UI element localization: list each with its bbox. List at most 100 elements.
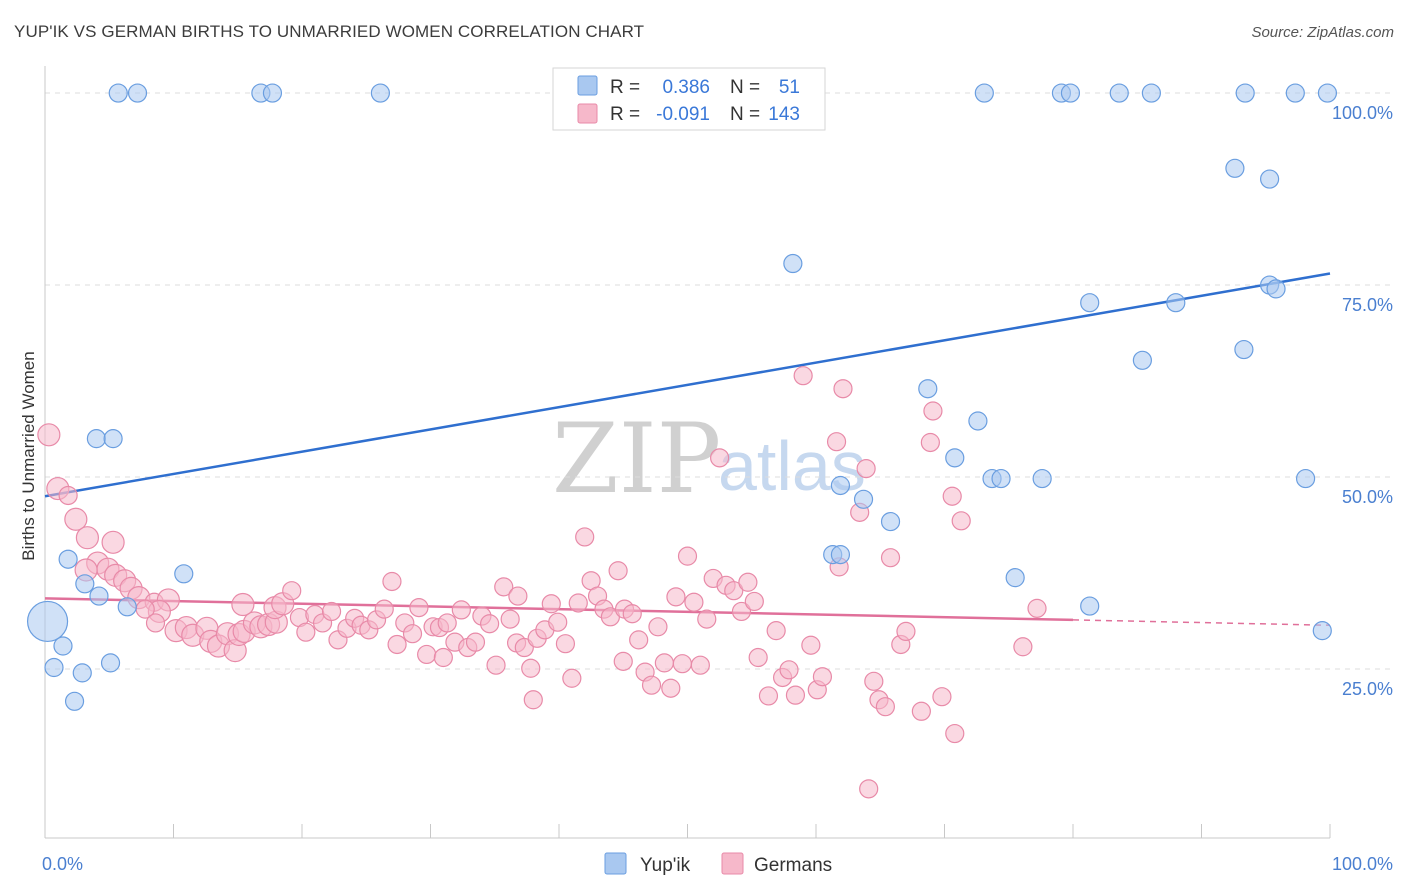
yupik-point (370, 83, 390, 103)
germans-point (766, 621, 786, 641)
legend-n-value-yupik: 51 (779, 77, 800, 98)
germans-point (231, 592, 255, 617)
germans-point (731, 601, 752, 622)
germans-point (629, 630, 649, 650)
data-points (26, 83, 1338, 799)
germans-point (37, 423, 61, 447)
germans-point (521, 658, 541, 678)
yupik-point (830, 475, 851, 496)
germans-point (437, 613, 457, 633)
germans-point (812, 667, 833, 687)
yupik-point (262, 83, 283, 103)
yupik-point (968, 411, 988, 431)
germans-point (409, 597, 429, 618)
yupik-point (830, 545, 851, 565)
germans-trend-line-extension (1072, 619, 1331, 627)
legend-box (552, 67, 826, 131)
germans-point (738, 572, 758, 592)
germans-point (75, 526, 100, 550)
legend-swatch-yupik (577, 75, 598, 96)
x-tick-label: 0.0% (42, 854, 83, 874)
chart-title: YUP'IK VS GERMAN BIRTHS TO UNMARRIED WOM… (14, 22, 645, 41)
germans-point (672, 654, 692, 674)
yupik-point (1132, 350, 1152, 370)
yupik-point (1295, 468, 1316, 489)
germans-point (500, 609, 520, 629)
germans-point (785, 685, 806, 705)
germans-point (677, 546, 698, 566)
germans-point (945, 723, 965, 744)
germans-point (724, 581, 744, 601)
germans-point (654, 653, 674, 673)
yupik-point (86, 429, 107, 449)
yupik-point (1080, 293, 1100, 313)
yupik-point (853, 489, 874, 509)
germans-point (562, 668, 582, 688)
germans-point (568, 593, 588, 613)
germans-point (911, 701, 931, 721)
germans-point (690, 655, 710, 675)
germans-point (465, 632, 486, 652)
germans-point (387, 634, 407, 655)
germans-point (833, 379, 853, 399)
germans-point (548, 612, 568, 632)
germans-point (697, 609, 717, 629)
germans-point (494, 577, 514, 597)
yupik-point (1234, 339, 1254, 360)
germans-point (417, 644, 437, 665)
y-tick-label: 100.0% (1332, 103, 1393, 123)
germans-point (826, 432, 847, 452)
watermark: ZIP atlas (552, 403, 866, 515)
legend-r-label-germans: R = (610, 104, 640, 125)
germans-point (451, 600, 471, 620)
germans-point (433, 647, 453, 668)
yupik-point (127, 83, 148, 103)
legend: R = 0.386 N = 51 R = -0.091 N = 143 (552, 67, 826, 131)
yupik-point (1235, 83, 1255, 103)
germans-point (932, 687, 952, 707)
germans-point (555, 634, 576, 654)
yupik-point (174, 564, 194, 584)
yupik-point (1032, 468, 1052, 489)
x-tick-label: 100.0% (1332, 854, 1393, 874)
watermark-zip: ZIP (552, 403, 721, 515)
yupik-point (64, 691, 85, 711)
yupik-point (117, 597, 137, 617)
germans-point (942, 486, 962, 506)
yupik-point (1317, 83, 1338, 103)
yupik-point (945, 448, 965, 468)
germans-point (859, 779, 879, 799)
germans-point (758, 686, 779, 706)
germans-point (374, 599, 394, 619)
yupik-point (72, 663, 92, 683)
y-tick-label: 25.0% (1342, 679, 1393, 699)
germans-point (58, 485, 78, 506)
legend-r-value-yupik: 0.386 (662, 77, 710, 98)
germans-point (480, 614, 500, 634)
yupik-point (991, 468, 1011, 489)
bottom-legend-swatch-yupik (604, 852, 627, 875)
legend-n-label-yupik: N = (730, 77, 760, 98)
germans-point (880, 548, 901, 568)
y-tick-labels: 25.0% 50.0% 75.0% 100.0% (1332, 103, 1393, 699)
germans-point (608, 561, 628, 581)
legend-n-value-germans: 143 (768, 104, 800, 125)
germans-point (875, 697, 895, 717)
germans-point (661, 678, 681, 698)
germans-point (523, 690, 543, 710)
germans-point (575, 527, 595, 547)
germans-point (64, 507, 88, 531)
germans-point (541, 594, 561, 614)
germans-point (508, 586, 528, 606)
chart-source: Source: ZipAtlas.com (1251, 24, 1394, 41)
yupik-point (1312, 621, 1332, 641)
axes (44, 66, 1331, 839)
yupik-point (1080, 596, 1100, 616)
yupik-point (1285, 83, 1305, 103)
germans-point (641, 675, 662, 695)
yupik-point (58, 549, 78, 569)
germans-point (923, 401, 943, 421)
germans-point (486, 655, 506, 675)
yupik-point (1225, 158, 1245, 178)
